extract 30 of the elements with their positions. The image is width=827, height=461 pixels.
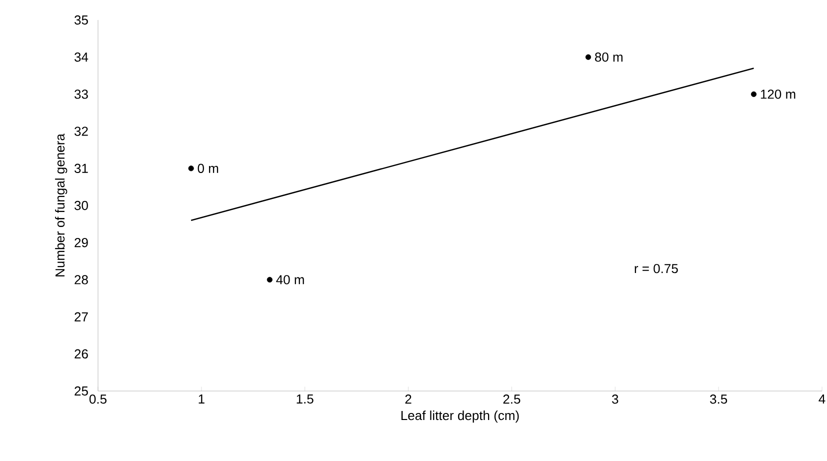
annotation: 0 m — [198, 164, 218, 173]
y-tick-label: 30 — [74, 200, 88, 210]
y-tick-label: 33 — [74, 90, 88, 99]
y-tick-label: 25 — [74, 386, 88, 396]
y-tick-label: 26 — [74, 349, 88, 358]
x-tick-label: 4 — [818, 394, 826, 404]
x-axis-title: Leaf litter depth (cm) — [401, 410, 519, 423]
y-tick-label: 29 — [74, 238, 88, 248]
x-tick-label: 2.5 — [503, 394, 520, 404]
annotation: r = 0.75 — [634, 264, 678, 274]
x-tick-label: 2 — [405, 394, 412, 404]
annotation: 120 m — [760, 90, 796, 99]
x-tick-label: 0.5 — [89, 394, 106, 404]
y-tick-label: 27 — [74, 312, 88, 322]
x-tick-label: 1 — [198, 394, 204, 404]
point — [266, 276, 272, 282]
point — [750, 91, 757, 97]
y-tick-label: 34 — [74, 52, 88, 62]
point — [188, 166, 194, 172]
y-tick-label: 32 — [74, 126, 88, 136]
y-axis-title: Number of fungal genera — [55, 134, 68, 276]
annotation: 40 m — [276, 275, 304, 284]
x-tick-label: 3 — [612, 394, 618, 404]
x-tick-label: 1.5 — [296, 394, 314, 404]
annotation: 80 m — [595, 52, 622, 62]
y-tick-label: 35 — [74, 15, 88, 25]
x-tick-label: 3.5 — [710, 394, 728, 404]
y-tick-label: 31 — [74, 164, 88, 173]
point — [585, 54, 592, 60]
y-tick-label: 28 — [74, 275, 88, 284]
